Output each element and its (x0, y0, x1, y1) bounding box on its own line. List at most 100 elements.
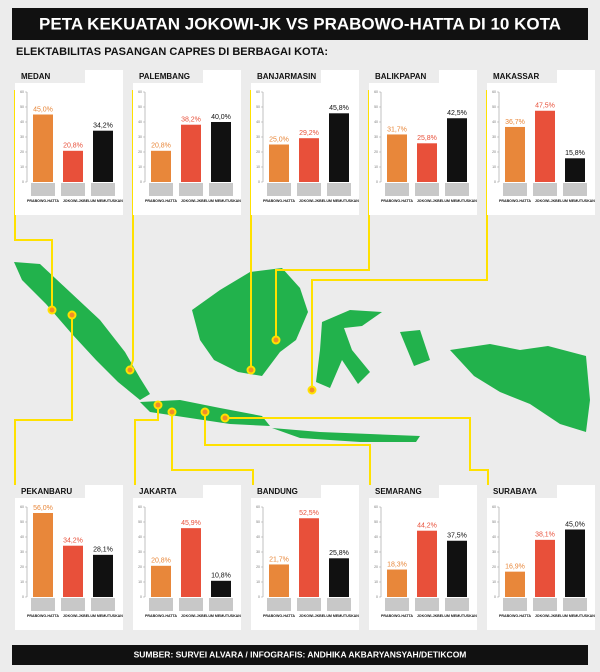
y-tick-label: 30 (374, 550, 378, 554)
bar (505, 571, 525, 597)
papua (450, 344, 590, 432)
y-tick-label: 10 (256, 580, 260, 584)
bar (329, 558, 349, 597)
y-tick-label: 10 (492, 580, 496, 584)
value-label: 28,1% (93, 547, 113, 554)
candidate-photo (61, 183, 85, 196)
category-label: JOKOWI-JK (417, 199, 438, 203)
candidate-photo (563, 183, 587, 196)
y-tick-label: 10 (256, 165, 260, 169)
chart-title: SEMARANG (375, 487, 422, 496)
y-tick-label: 0 (376, 180, 378, 184)
candidate-photo (31, 598, 55, 611)
category-label: BELUM MEMUTUSKAN (83, 614, 123, 618)
chart-title-bg (369, 70, 439, 83)
category-label: PRABOWO-HATTA (499, 199, 531, 203)
bar (63, 150, 83, 182)
title: PETA KEKUATAN JOKOWI-JK VS PRABOWO-HATTA… (39, 14, 561, 33)
category-label: PRABOWO-HATTA (27, 614, 59, 618)
y-tick-label: 40 (20, 535, 24, 539)
chart-title: BANDUNG (257, 487, 298, 496)
candidate-photo (31, 183, 55, 196)
bar (93, 554, 113, 597)
y-tick-label: 0 (140, 595, 142, 599)
subtitle: ELEKTABILITAS PASANGAN CAPRES DI BERBAGA… (16, 46, 328, 58)
bar (269, 144, 289, 182)
category-label: BELUM MEMUTUSKAN (437, 614, 477, 618)
y-tick-label: 60 (138, 90, 142, 94)
candidate-photo (415, 598, 439, 611)
footer-bar (12, 645, 588, 665)
chart-title-bg (251, 485, 321, 498)
value-label: 45,8% (329, 105, 349, 112)
value-label: 25,8% (417, 135, 437, 142)
y-tick-label: 60 (20, 90, 24, 94)
y-tick-label: 40 (256, 120, 260, 124)
value-label: 37,5% (447, 533, 467, 540)
category-label: PRABOWO-HATTA (145, 199, 177, 203)
bar (211, 122, 231, 182)
y-tick-label: 40 (256, 535, 260, 539)
candidate-photo (91, 183, 115, 196)
city-dot (307, 385, 317, 395)
category-label: PRABOWO-HATTA (27, 199, 59, 203)
bar (299, 138, 319, 182)
category-label: BELUM MEMUTUSKAN (201, 614, 241, 618)
category-label: BELUM MEMUTUSKAN (319, 199, 359, 203)
category-label: PRABOWO-HATTA (263, 614, 295, 618)
bar (151, 565, 171, 597)
connector (171, 412, 254, 485)
y-tick-label: 50 (374, 520, 378, 524)
category-label: BELUM MEMUTUSKAN (201, 199, 241, 203)
bar (505, 126, 525, 182)
bar (417, 530, 437, 597)
value-label: 34,2% (63, 538, 83, 545)
y-tick-label: 50 (256, 520, 260, 524)
y-tick-label: 20 (374, 150, 378, 154)
bar (387, 569, 407, 597)
bar (211, 580, 231, 597)
category-label: BELUM MEMUTUSKAN (555, 614, 595, 618)
city-dot (220, 413, 230, 423)
city-dot (167, 407, 177, 417)
y-tick-label: 60 (374, 90, 378, 94)
bar (387, 134, 407, 182)
y-tick-label: 10 (492, 165, 496, 169)
candidate-photo (327, 183, 351, 196)
candidate-photo (445, 183, 469, 196)
maluku (400, 330, 430, 366)
category-label: JOKOWI-JK (535, 614, 556, 618)
category-label: JOKOWI-JK (299, 199, 320, 203)
category-label: JOKOWI-JK (63, 614, 84, 618)
bar (447, 540, 467, 597)
y-tick-label: 10 (20, 580, 24, 584)
chart-title-bg (15, 485, 85, 498)
category-label: PRABOWO-HATTA (499, 614, 531, 618)
y-tick-label: 0 (22, 595, 24, 599)
y-tick-label: 60 (138, 505, 142, 509)
value-label: 20,8% (63, 143, 83, 150)
candidate-photo (61, 598, 85, 611)
category-label: PRABOWO-HATTA (263, 199, 295, 203)
y-tick-label: 30 (20, 135, 24, 139)
y-tick-label: 20 (492, 150, 496, 154)
value-label: 10,8% (211, 573, 231, 580)
y-tick-label: 50 (492, 520, 496, 524)
city-dots (47, 305, 317, 423)
value-label: 16,9% (505, 563, 525, 570)
city-dot (67, 310, 77, 320)
city-dot (125, 365, 135, 375)
value-label: 20,8% (151, 143, 171, 150)
bar (93, 130, 113, 182)
connector (225, 417, 489, 485)
y-tick-label: 60 (256, 505, 260, 509)
y-tick-label: 0 (376, 595, 378, 599)
value-label: 29,2% (299, 130, 319, 137)
candidate-photo (179, 598, 203, 611)
category-label: JOKOWI-JK (535, 199, 556, 203)
bar (269, 564, 289, 597)
y-tick-label: 30 (492, 135, 496, 139)
source: SUMBER: SURVEI ALVARA / INFOGRAFIS: ANDH… (134, 649, 467, 659)
value-label: 34,2% (93, 123, 113, 130)
bar (417, 143, 437, 182)
